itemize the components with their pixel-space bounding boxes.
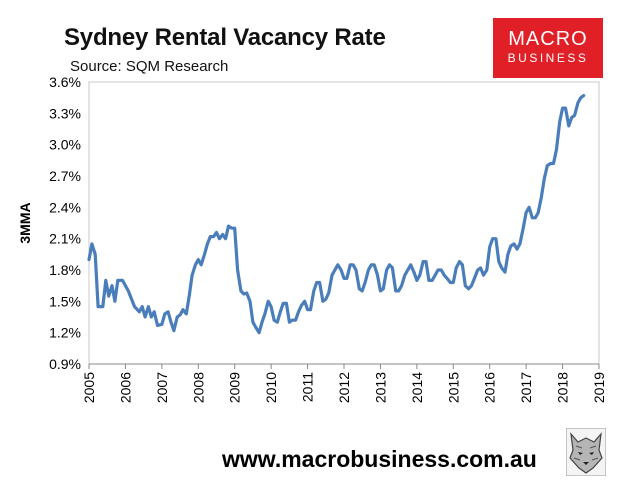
vacancy-rate-chart: 0.9% 1.2% 1.5% 1.8% 2.1% 2.4% 2.7% 3.0% 3.3% 3.6%… [17,74,607,403]
x-tick-label: 2013 [372,372,388,403]
y-tick-label: 1.5% [49,293,81,309]
y-axis: 0.9% 1.2% 1.5% 1.8% 2.1% 2.4% 2.7% 3.0% 3.3% 3.6% [49,74,81,372]
x-tick-label: 2016 [482,372,498,403]
x-tick-label: 2015 [445,372,461,403]
logo-line-2: BUSINESS [507,51,589,65]
x-tick-label: 2008 [190,372,206,403]
chart-subtitle: Source: SQM Research [70,58,229,75]
y-tick-label: 0.9% [49,356,81,372]
x-tick-label: 2007 [154,372,170,403]
y-axis-label: 3MMA [17,202,33,243]
y-tick-label: 2.1% [49,231,81,247]
x-axis: 2005 2006 2007 2008 2009 2010 2011 2012 2013 2014… [81,363,607,403]
footer-url: www.macrobusiness.com.au [222,446,537,472]
series-line [87,94,586,335]
x-tick-label: 2018 [555,372,571,403]
chart-title: Sydney Rental Vacancy Rate [64,24,386,51]
plot-area [88,81,600,365]
x-tick-label: 2014 [409,372,425,403]
x-tick-label: 2009 [227,372,243,403]
y-tick-label: 3.0% [49,137,81,153]
series-layer [87,94,586,335]
x-tick-label: 2017 [518,372,534,403]
y-tick-label: 1.8% [49,262,81,278]
x-tick-label: 2011 [300,372,316,402]
wolf-icon [566,428,606,476]
x-tick-label: 2012 [336,372,352,403]
y-tick-label: 2.7% [49,168,81,184]
logo-line-1: MACRO [508,28,588,50]
y-tick-label: 3.6% [49,74,81,90]
macrobusiness-logo: MACRO BUSINESS [493,18,603,78]
x-tick-label: 2006 [117,372,133,403]
y-tick-label: 3.3% [49,105,81,121]
x-tick-label: 2005 [81,372,97,403]
x-tick-label: 2010 [263,372,279,403]
y-tick-label: 2.4% [49,199,81,215]
y-tick-label: 1.2% [49,325,81,341]
x-tick-label: 2019 [591,372,607,403]
